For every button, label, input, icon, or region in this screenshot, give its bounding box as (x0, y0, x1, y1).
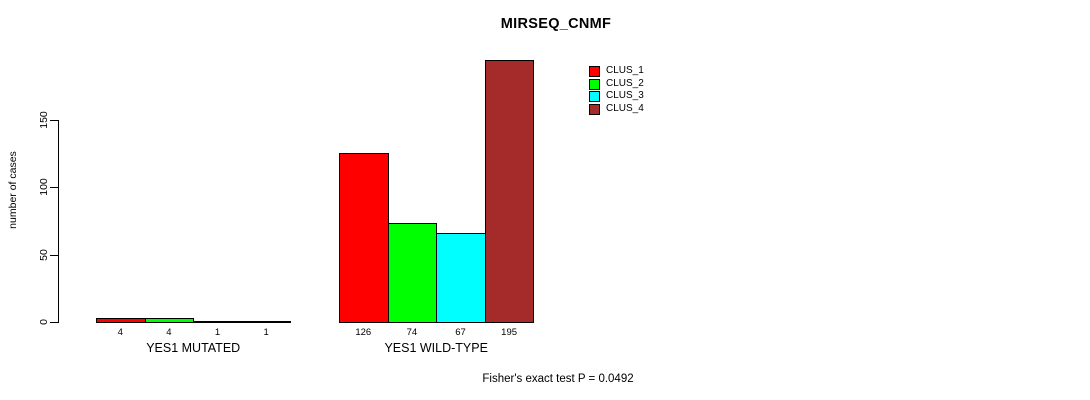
bar-value-label: 126 (355, 327, 372, 338)
legend-swatch-clus_2 (589, 78, 600, 90)
bar-clus_3-group1 (193, 321, 243, 323)
y-axis-tick (50, 322, 58, 323)
bar-value-label: 1 (263, 327, 269, 338)
chart-title: MIRSEQ_CNMF (500, 16, 612, 32)
y-axis-line (58, 120, 59, 323)
y-tick-label: 150 (38, 111, 50, 129)
bar-clus_4-group2 (484, 60, 535, 323)
group-label: YES1 WILD-TYPE (384, 341, 488, 355)
legend-swatch-clus_3 (589, 91, 600, 103)
group-label: YES1 MUTATED (146, 341, 241, 355)
bar-clus_1-group1 (96, 318, 146, 323)
fisher-test-annotation: Fisher's exact test P = 0.0492 (482, 373, 634, 385)
y-axis-tick (50, 120, 58, 121)
y-axis-tick (50, 187, 58, 188)
bar-clus_4-group1 (241, 321, 292, 323)
bar-value-label: 1 (214, 327, 221, 338)
legend-label-clus_3: CLUS_3 (606, 90, 644, 102)
bar-clus_3-group2 (436, 233, 486, 323)
legend-swatch-clus_4 (589, 103, 600, 115)
bar-value-label: 74 (406, 327, 418, 338)
y-axis-tick (50, 255, 58, 256)
y-axis-label: number of cases (7, 151, 19, 229)
legend-label-clus_2: CLUS_2 (606, 77, 644, 89)
y-tick-label: 0 (38, 319, 50, 325)
bar-clus_2-group1 (144, 318, 195, 323)
bar-value-label: 67 (455, 327, 466, 338)
bar-clus_2-group2 (387, 223, 438, 323)
y-tick-label: 100 (38, 178, 50, 196)
legend-label-clus_4: CLUS_4 (606, 102, 644, 114)
legend-label-clus_1: CLUS_1 (606, 65, 644, 76)
bar-value-label: 4 (166, 327, 172, 338)
bar-clus_1-group2 (339, 153, 389, 323)
bar-value-label: 4 (117, 327, 123, 338)
bar-value-label: 195 (501, 327, 518, 338)
y-tick-label: 50 (38, 249, 50, 261)
legend-swatch-clus_1 (589, 66, 600, 77)
